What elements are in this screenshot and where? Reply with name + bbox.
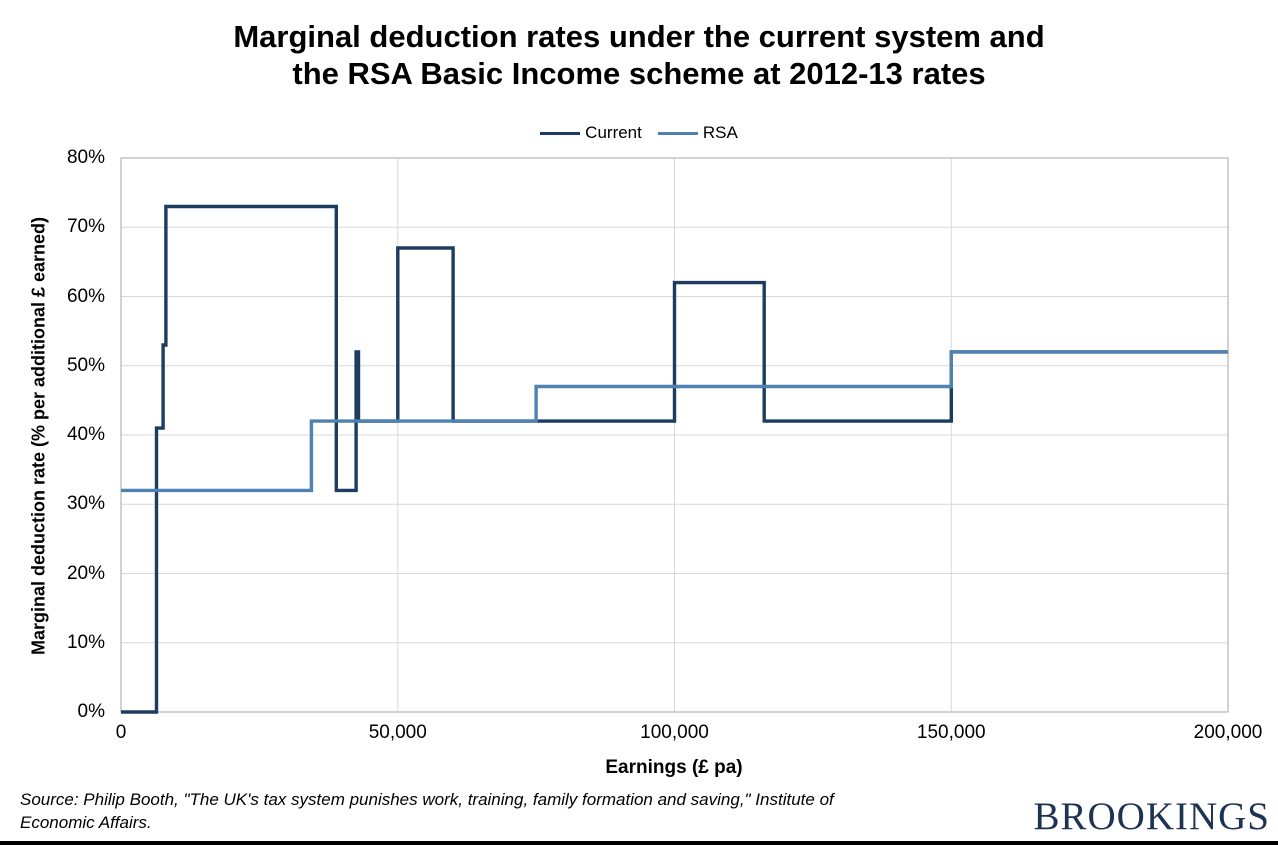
legend-swatch-rsa	[657, 131, 698, 135]
y-tick-label: 40%	[66, 424, 105, 445]
chart-title: Marginal deduction rates under the curre…	[0, 18, 1278, 92]
y-tick-label: 80%	[66, 147, 105, 168]
source-note: Source: Philip Booth, "The UK's tax syst…	[20, 788, 834, 834]
plot-border	[120, 157, 1229, 713]
bottom-bar	[0, 841, 1278, 845]
y-tick-label: 20%	[66, 562, 105, 584]
chart-title-line1: Marginal deduction rates under the curre…	[233, 19, 1045, 54]
legend-swatch-current	[540, 131, 581, 135]
x-tick-label: 50,000	[368, 722, 427, 743]
x-tick-label: 0	[115, 722, 127, 743]
y-tick-label: 60%	[66, 285, 105, 307]
brookings-wordmark: BROOKINGS	[1033, 795, 1270, 838]
y-tick-label: 70%	[66, 216, 105, 238]
source-note-line2: Economic Affairs.	[20, 813, 152, 832]
y-tick-label: 0%	[77, 701, 105, 722]
source-note-line1: Source: Philip Booth, "The UK's tax syst…	[20, 790, 834, 809]
legend-item-current: Current	[540, 123, 642, 143]
x-tick-label: 200,000	[1193, 722, 1263, 743]
chart-title-line2: the RSA Basic Income scheme at 2012-13 r…	[292, 56, 986, 91]
y-tick-label: 10%	[66, 631, 105, 653]
legend: Current RSA	[0, 120, 1278, 146]
y-axis-title: Marginal deduction rate (% per additiona…	[28, 216, 49, 656]
x-axis-title: Earnings (£ pa)	[605, 757, 743, 778]
current-series-line	[121, 204, 1228, 714]
rsa-series-line	[121, 350, 1228, 493]
legend-label-current: Current	[585, 123, 642, 142]
y-tick-label: 50%	[66, 354, 105, 376]
x-tick-label: 150,000	[916, 722, 986, 743]
legend-label-rsa: RSA	[702, 123, 738, 142]
y-tick-label: 30%	[66, 493, 105, 515]
legend-item-rsa: RSA	[657, 123, 738, 143]
x-tick-label: 100,000	[640, 722, 709, 743]
